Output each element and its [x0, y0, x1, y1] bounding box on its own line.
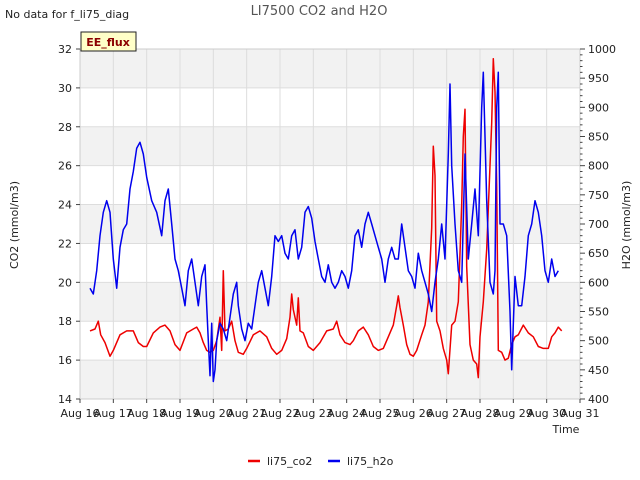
y2-tick-label: 850 [588, 131, 609, 144]
y2-tick-label: 600 [588, 276, 609, 289]
y-tick-label: 20 [58, 276, 72, 289]
y-tick-label: 16 [58, 354, 72, 367]
x-tick-label: Aug 21 [227, 407, 266, 420]
legend-label-li75_co2: li75_co2 [267, 455, 312, 468]
x-tick-label: Aug 28 [461, 407, 500, 420]
y-tick-label: 22 [58, 237, 72, 250]
x-tick-label: Aug 27 [427, 407, 466, 420]
x-tick-label: Aug 19 [161, 407, 200, 420]
x-tick-label: Aug 31 [561, 407, 600, 420]
series-line-li75_h2o [89, 71, 559, 383]
x-tick-label: Aug 22 [261, 407, 300, 420]
ee-flux-badge: EE_flux [80, 31, 137, 52]
x-tick-label: Aug 26 [394, 407, 433, 420]
y2-tick-label: 400 [588, 393, 609, 406]
x-tick-label: Aug 16 [61, 407, 100, 420]
y-tick-label: 32 [58, 43, 72, 56]
y-tick-label: 26 [58, 160, 72, 173]
x-tick-label: Aug 18 [127, 407, 166, 420]
series-layer [89, 57, 563, 383]
chart-title: LI7500 CO2 and H2O [251, 4, 388, 19]
y2-tick-label: 550 [588, 306, 609, 319]
y-tick-label: 24 [58, 199, 72, 212]
x-tick-label: Aug 17 [94, 407, 133, 420]
band [80, 126, 580, 166]
y2-tick-label: 500 [588, 335, 609, 348]
y2-tick-label: 450 [588, 364, 609, 377]
y2-tick-label: 650 [588, 247, 609, 260]
y2-tick-label: 700 [588, 218, 609, 231]
y-axis-right: 400 450 500 550 600 650 700 750 800 850 900 950 1000 [580, 43, 616, 406]
y-axis-left-title: CO2 (mmol/m3) [8, 181, 21, 269]
legend: li75_co2 li75_h2o [248, 455, 394, 468]
y2-tick-label: 900 [588, 101, 609, 114]
band [80, 49, 580, 88]
y-tick-label: 14 [58, 393, 72, 406]
y2-tick-label: 800 [588, 160, 609, 173]
band [80, 282, 580, 322]
band [80, 360, 580, 399]
y-axis-right-title: H2O (mmol/m3) [620, 181, 633, 270]
y-tick-label: 18 [58, 315, 72, 328]
band [80, 204, 580, 244]
x-tick-label: Aug 25 [361, 407, 400, 420]
ee-flux-label: EE_flux [86, 36, 130, 49]
x-tick-label: Aug 23 [294, 407, 333, 420]
x-tick-label: Aug 20 [194, 407, 233, 420]
legend-label-li75_h2o: li75_h2o [347, 455, 394, 468]
no-data-note: No data for f_li75_diag [5, 8, 129, 21]
series-line-li75_co2 [89, 57, 563, 379]
y-tick-label: 30 [58, 82, 72, 95]
y2-tick-label: 1000 [588, 43, 616, 56]
y2-tick-label: 950 [588, 72, 609, 85]
x-axis-title: Time [552, 423, 580, 436]
y-axis-left: 14 16 18 20 22 24 26 28 30 32 [58, 43, 80, 406]
x-tick-label: Aug 24 [327, 407, 366, 420]
y2-tick-label: 750 [588, 189, 609, 202]
y-tick-label: 28 [58, 121, 72, 134]
background-bands [80, 49, 580, 399]
x-tick-label: Aug 30 [527, 407, 566, 420]
x-tick-label: Aug 29 [494, 407, 533, 420]
